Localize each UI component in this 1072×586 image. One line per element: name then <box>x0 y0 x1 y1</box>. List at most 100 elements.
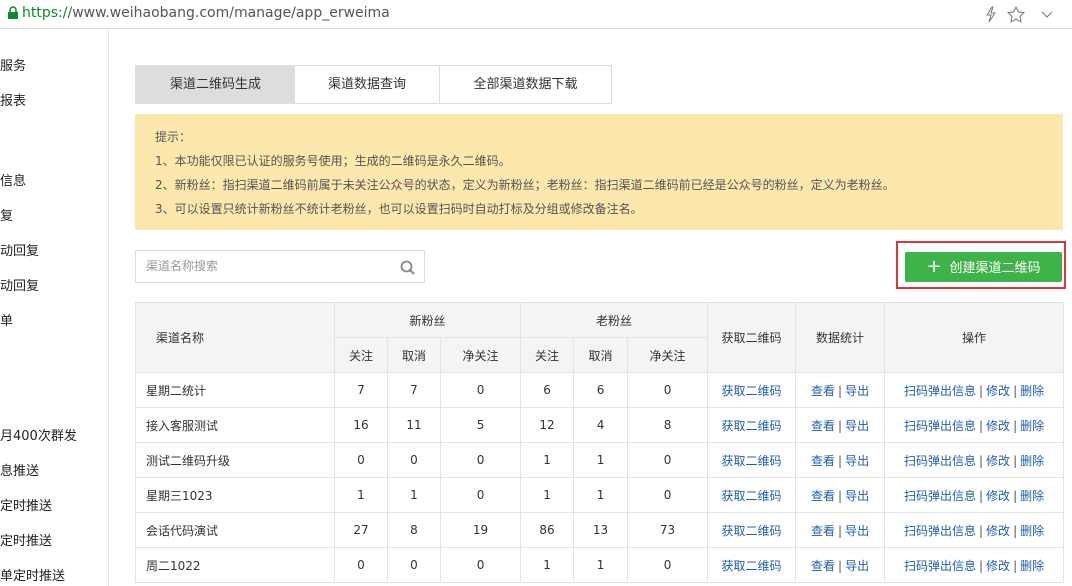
link-delete[interactable]: 删除 <box>1020 418 1045 433</box>
cell-number: 11 <box>387 407 441 443</box>
cell-number: 16 <box>334 407 388 443</box>
sub-header: 净关注 <box>439 337 522 373</box>
cell-number: 4 <box>573 407 629 443</box>
cell-number: 1 <box>334 477 388 513</box>
link-export[interactable]: 导出 <box>845 418 870 433</box>
cell-number: 0 <box>627 477 709 513</box>
cell-actions: 扫码弹出信息 | 修改 | 删除 <box>884 407 1065 443</box>
link-view[interactable]: 查看 <box>811 488 836 503</box>
link-scan-popup[interactable]: 扫码弹出信息 <box>903 558 976 573</box>
sidebar-item[interactable]: 动回复 <box>0 279 40 294</box>
link-scan-popup[interactable]: 扫码弹出信息 <box>903 488 976 503</box>
link-edit[interactable]: 修改 <box>986 523 1011 538</box>
cell-number: 0 <box>627 547 709 583</box>
cell-name: 会话代码演试 <box>135 512 335 548</box>
cell-name: 接入客服测试 <box>135 407 335 443</box>
link-export[interactable]: 导出 <box>845 558 870 573</box>
sidebar-item[interactable]: 服务 <box>0 59 27 74</box>
sidebar-item[interactable]: 信息 <box>0 174 27 189</box>
cell-stats: 查看 | 导出 <box>795 372 886 408</box>
cell-number: 19 <box>439 512 522 548</box>
address-bar: https://www.weihaobang.com/manage/app_er… <box>0 0 1072 29</box>
cell-qr: 获取二维码 <box>707 407 797 443</box>
cell-number: 27 <box>334 512 388 548</box>
cell-number: 0 <box>439 372 522 408</box>
sidebar-item[interactable]: 定时推送 <box>0 499 53 514</box>
link-delete[interactable]: 删除 <box>1020 523 1045 538</box>
tab[interactable]: 全部渠道数据下载 <box>440 65 612 104</box>
link-get-qr[interactable]: 获取二维码 <box>721 418 782 433</box>
link-get-qr[interactable]: 获取二维码 <box>721 383 782 398</box>
sidebar-item[interactable]: 报表 <box>0 94 27 109</box>
link-edit[interactable]: 修改 <box>986 383 1011 398</box>
create-button[interactable]: + 创建渠道二维码 <box>905 252 1062 282</box>
link-edit[interactable]: 修改 <box>986 488 1011 503</box>
separator: | <box>979 558 984 573</box>
channel-table: 渠道名称 新粉丝 老粉丝 获取二维码 数据统计 操作 关注 取消 净关注 关注 取消 净关注 星期二… <box>135 302 1065 583</box>
tab[interactable]: 渠道二维码生成 <box>135 65 296 104</box>
cell-number: 12 <box>520 407 575 443</box>
sidebar-item[interactable]: 息推送 <box>0 464 40 479</box>
link-scan-popup[interactable]: 扫码弹出信息 <box>903 453 976 468</box>
link-edit[interactable]: 修改 <box>986 418 1011 433</box>
sidebar-item[interactable]: 单定时推送 <box>0 569 66 584</box>
sidebar-item[interactable]: 动回复 <box>0 244 40 259</box>
sidebar-item[interactable]: 复 <box>0 209 14 224</box>
link-export[interactable]: 导出 <box>845 383 870 398</box>
sidebar-item[interactable]: 定时推送 <box>0 534 53 549</box>
link-export[interactable]: 导出 <box>845 453 870 468</box>
separator: | <box>838 488 843 503</box>
cell-number: 0 <box>627 372 709 408</box>
link-view[interactable]: 查看 <box>811 453 836 468</box>
link-delete[interactable]: 删除 <box>1020 383 1045 398</box>
link-delete[interactable]: 删除 <box>1020 488 1045 503</box>
separator: | <box>838 418 843 433</box>
link-get-qr[interactable]: 获取二维码 <box>721 488 782 503</box>
sub-header: 关注 <box>520 337 575 373</box>
url[interactable]: https://www.weihaobang.com/manage/app_er… <box>22 5 390 21</box>
cell-number: 1 <box>573 442 629 478</box>
link-view[interactable]: 查看 <box>811 418 836 433</box>
table-row: 测试二维码升级 0 0 0 1 1 0 获取二维码 查看 | 导出 扫码弹出信息 | 修改 | 删除 <box>135 442 1065 478</box>
search-icon[interactable] <box>400 260 416 276</box>
cell-stats: 查看 | 导出 <box>795 547 886 583</box>
link-scan-popup[interactable]: 扫码弹出信息 <box>903 383 976 398</box>
header: 老粉丝 <box>520 302 709 338</box>
link-edit[interactable]: 修改 <box>986 558 1011 573</box>
link-export[interactable]: 导出 <box>845 488 870 503</box>
notice-line: 2、新粉丝：指扫渠道二维码前属于未关注公众号的状态，定义为新粉丝；老粉丝：指扫渠… <box>155 178 895 192</box>
link-get-qr[interactable]: 获取二维码 <box>721 453 782 468</box>
link-get-qr[interactable]: 获取二维码 <box>721 558 782 573</box>
link-export[interactable]: 导出 <box>845 523 870 538</box>
cell-actions: 扫码弹出信息 | 修改 | 删除 <box>884 442 1065 478</box>
link-view[interactable]: 查看 <box>811 383 836 398</box>
link-get-qr[interactable]: 获取二维码 <box>721 523 782 538</box>
lock-icon <box>8 6 18 19</box>
search-input[interactable]: 渠道名称搜索 <box>135 250 425 283</box>
cell-number: 5 <box>439 407 522 443</box>
cell-number: 8 <box>627 407 709 443</box>
cell-number: 13 <box>573 512 629 548</box>
table-row: 接入客服测试 16 11 5 12 4 8 获取二维码 查看 | 导出 扫码弹出信息 | 修改 | 删除 <box>135 407 1065 443</box>
tab[interactable]: 渠道数据查询 <box>295 65 440 104</box>
link-scan-popup[interactable]: 扫码弹出信息 <box>903 418 976 433</box>
notice-title: 提示： <box>155 130 192 144</box>
cell-number: 7 <box>387 372 441 408</box>
highlight-box <box>896 241 1066 289</box>
cell-number: 1 <box>573 477 629 513</box>
separator: | <box>979 383 984 398</box>
sidebar-item[interactable]: 单 <box>0 314 14 329</box>
browser-icons[interactable] <box>982 5 1062 23</box>
cell-stats: 查看 | 导出 <box>795 512 886 548</box>
link-edit[interactable]: 修改 <box>986 453 1011 468</box>
cell-number: 0 <box>439 442 522 478</box>
cell-number: 73 <box>627 512 709 548</box>
sidebar-item[interactable]: 月400次群发 <box>0 429 77 444</box>
link-delete[interactable]: 删除 <box>1020 558 1045 573</box>
header: 操作 <box>884 302 1065 373</box>
link-view[interactable]: 查看 <box>811 558 836 573</box>
link-delete[interactable]: 删除 <box>1020 453 1045 468</box>
link-view[interactable]: 查看 <box>811 523 836 538</box>
separator: | <box>1013 523 1018 538</box>
link-scan-popup[interactable]: 扫码弹出信息 <box>903 523 976 538</box>
